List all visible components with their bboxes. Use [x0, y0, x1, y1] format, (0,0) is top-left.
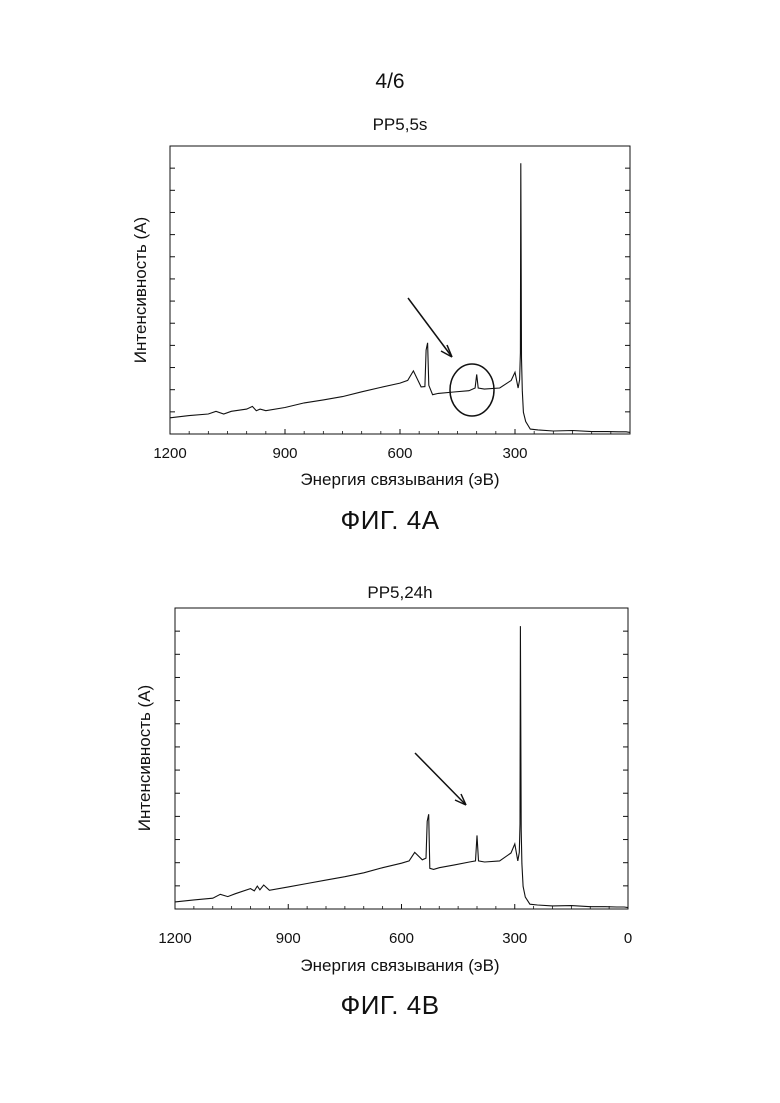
x-tick-label: 900	[276, 930, 301, 947]
x-tick-label: 600	[387, 445, 412, 462]
plot-frame	[170, 146, 630, 434]
chart-4a: PP5,5s 1200 900 600 300 Интенсивность (A) Э…	[0, 0, 780, 560]
x-ticks: 1200 900 600 300 0	[158, 904, 632, 947]
spectrum-line	[170, 163, 630, 432]
figure-caption-4b: ФИГ. 4B	[0, 990, 780, 1021]
plot-frame	[175, 608, 628, 909]
chart-4b: PP5,24h 1200 900 600 300 0 Интенсивность (A)…	[0, 560, 780, 1000]
x-tick-label: 900	[272, 445, 297, 462]
y-axis-label: Интенсивность (A)	[135, 685, 154, 831]
x-tick-label: 1200	[153, 445, 186, 462]
y-ticks	[170, 168, 630, 412]
x-axis-label: Энергия связывания (эВ)	[300, 470, 499, 489]
axes-frame	[170, 146, 630, 434]
chart-title: PP5,24h	[367, 583, 432, 602]
x-axis-label: Энергия связывания (эВ)	[300, 956, 499, 975]
x-tick-label: 1200	[158, 930, 191, 947]
x-tick-label: 300	[502, 445, 527, 462]
annotation-arrow	[408, 298, 452, 357]
spectrum-line	[175, 626, 628, 908]
axes-frame	[175, 608, 628, 909]
annotation-circle	[450, 364, 494, 416]
y-axis-label: Интенсивность (A)	[131, 217, 150, 363]
annotation-arrow	[415, 753, 466, 805]
y-ticks	[175, 631, 628, 886]
x-tick-label: 600	[389, 930, 414, 947]
figure-caption-4a: ФИГ. 4A	[0, 505, 780, 536]
x-tick-label: 300	[502, 930, 527, 947]
x-tick-label: 0	[624, 930, 632, 947]
chart-title: PP5,5s	[373, 115, 428, 134]
